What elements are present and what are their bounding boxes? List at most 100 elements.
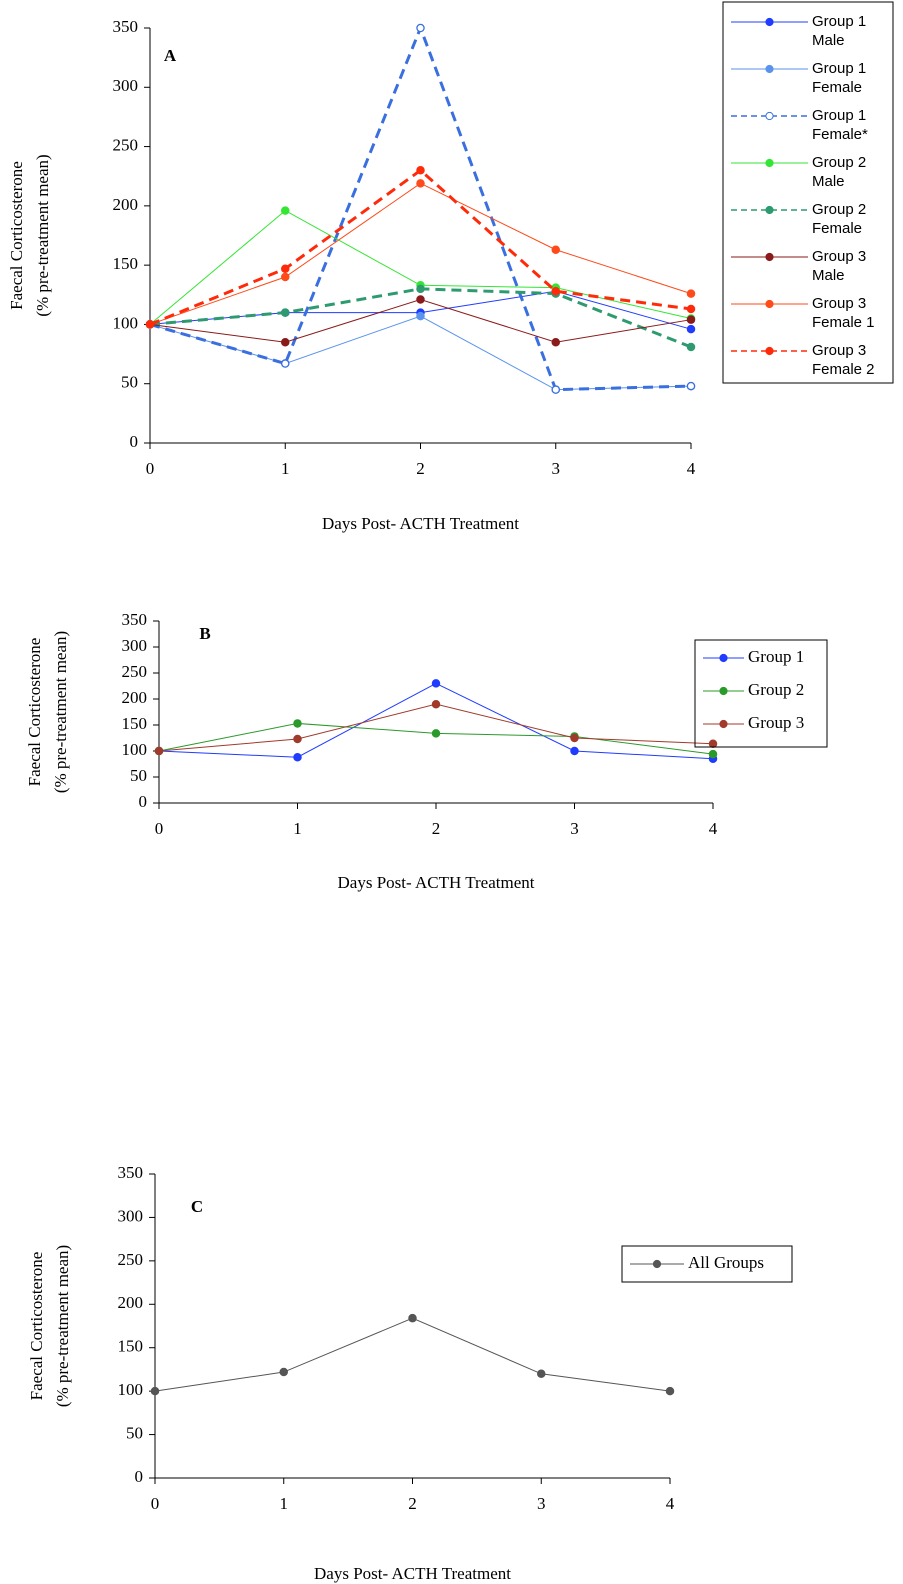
legend-marker xyxy=(765,205,774,215)
data-point xyxy=(570,733,579,743)
data-point xyxy=(431,679,441,688)
y-tick-label: 300 xyxy=(122,636,148,655)
data-point xyxy=(665,1386,675,1396)
data-point xyxy=(686,324,696,334)
x-tick-label: 1 xyxy=(280,1494,289,1513)
y-tick-label: 100 xyxy=(118,1380,144,1399)
data-point xyxy=(416,23,425,33)
legend-marker xyxy=(719,653,728,663)
legend-box xyxy=(621,1245,793,1283)
legend-marker xyxy=(765,346,774,356)
data-point xyxy=(280,337,290,347)
legend-marker xyxy=(765,158,774,168)
legend-label: Group 1 Female xyxy=(812,60,866,96)
x-tick-label: 0 xyxy=(146,459,155,478)
y-tick-label: 250 xyxy=(122,662,148,681)
data-point xyxy=(154,746,164,756)
data-point xyxy=(431,699,441,709)
data-point xyxy=(708,739,718,748)
data-point xyxy=(686,381,696,391)
y-tick-label: 150 xyxy=(122,714,148,733)
legend-box xyxy=(722,1,894,384)
data-point xyxy=(686,289,696,298)
y-tick-label: 0 xyxy=(135,1467,144,1486)
data-point xyxy=(416,295,425,304)
legend-label: All Groups xyxy=(688,1253,764,1272)
legend-label: Group 3 Female 1 xyxy=(812,295,875,331)
legend-label: Group 1 Male xyxy=(812,13,866,49)
data-point xyxy=(293,752,302,762)
data-point xyxy=(416,311,425,321)
legend-marker xyxy=(765,252,774,262)
y-axis-label: Faecal Corticosterone xyxy=(7,161,26,310)
y-axis-label: (% pre-treatment mean) xyxy=(51,631,70,793)
x-tick-label: 2 xyxy=(408,1494,417,1513)
legend-marker xyxy=(765,299,774,309)
y-tick-label: 150 xyxy=(118,1337,144,1356)
data-point xyxy=(431,729,441,738)
y-tick-label: 200 xyxy=(122,688,148,707)
x-tick-label: 2 xyxy=(416,459,425,478)
y-tick-label: 50 xyxy=(121,373,138,392)
x-tick-label: 0 xyxy=(155,819,164,838)
x-tick-label: 3 xyxy=(552,459,561,478)
y-tick-label: 0 xyxy=(130,432,139,451)
data-point xyxy=(280,272,290,282)
y-tick-label: 100 xyxy=(113,313,139,332)
legend-label: Group 1 Female* xyxy=(812,107,868,143)
y-tick-label: 350 xyxy=(113,17,139,36)
data-point xyxy=(686,315,696,324)
legend-label: Group 1 xyxy=(748,647,804,666)
data-point xyxy=(280,206,290,215)
y-axis-label: (% pre-treatment mean) xyxy=(33,154,52,316)
x-axis-label: Days Post- ACTH Treatment xyxy=(314,1564,511,1583)
panel-label: C xyxy=(191,1197,203,1216)
data-point xyxy=(551,245,561,254)
x-tick-label: 2 xyxy=(432,819,441,838)
y-tick-label: 350 xyxy=(118,1163,144,1182)
legend-label: Group 2 xyxy=(748,680,804,699)
legend-marker xyxy=(652,1259,662,1269)
data-point xyxy=(686,342,696,352)
legend-marker xyxy=(765,64,774,74)
data-point xyxy=(279,1367,288,1377)
data-point xyxy=(280,308,290,317)
legend-marker xyxy=(765,17,774,27)
y-tick-label: 50 xyxy=(126,1423,143,1442)
x-tick-label: 4 xyxy=(687,459,696,478)
legend-label: Group 3 Female 2 xyxy=(812,342,875,378)
series-line xyxy=(158,682,714,760)
legend-label: Group 2 Male xyxy=(812,154,866,190)
data-point xyxy=(416,284,425,294)
series-line xyxy=(154,1317,671,1392)
y-axis-label: (% pre-treatment mean) xyxy=(53,1245,72,1407)
data-point xyxy=(551,385,561,394)
data-point xyxy=(708,749,718,759)
panel-label: B xyxy=(199,624,210,643)
data-point xyxy=(150,1386,160,1396)
legend-label: Group 3 xyxy=(748,713,804,732)
data-point xyxy=(408,1313,417,1323)
data-point xyxy=(416,166,425,175)
x-tick-label: 1 xyxy=(281,459,290,478)
x-tick-label: 0 xyxy=(151,1494,160,1513)
y-tick-label: 300 xyxy=(118,1206,144,1225)
y-axis-label: Faecal Corticosterone xyxy=(25,638,44,787)
legend-box xyxy=(694,639,828,748)
y-tick-label: 250 xyxy=(113,135,139,154)
y-tick-label: 200 xyxy=(118,1293,144,1312)
data-point xyxy=(686,304,696,314)
x-tick-label: 4 xyxy=(709,819,718,838)
series-line xyxy=(158,722,714,755)
y-tick-label: 150 xyxy=(113,254,139,273)
panel-label: A xyxy=(164,46,177,65)
x-tick-label: 4 xyxy=(666,1494,675,1513)
y-axis-label: Faecal Corticosterone xyxy=(27,1252,46,1401)
legend-label: Group 2 Female xyxy=(812,201,866,237)
data-point xyxy=(293,734,302,744)
data-point xyxy=(416,179,425,188)
x-tick-label: 3 xyxy=(570,819,579,838)
y-tick-label: 100 xyxy=(122,740,148,759)
x-tick-label: 3 xyxy=(537,1494,546,1513)
